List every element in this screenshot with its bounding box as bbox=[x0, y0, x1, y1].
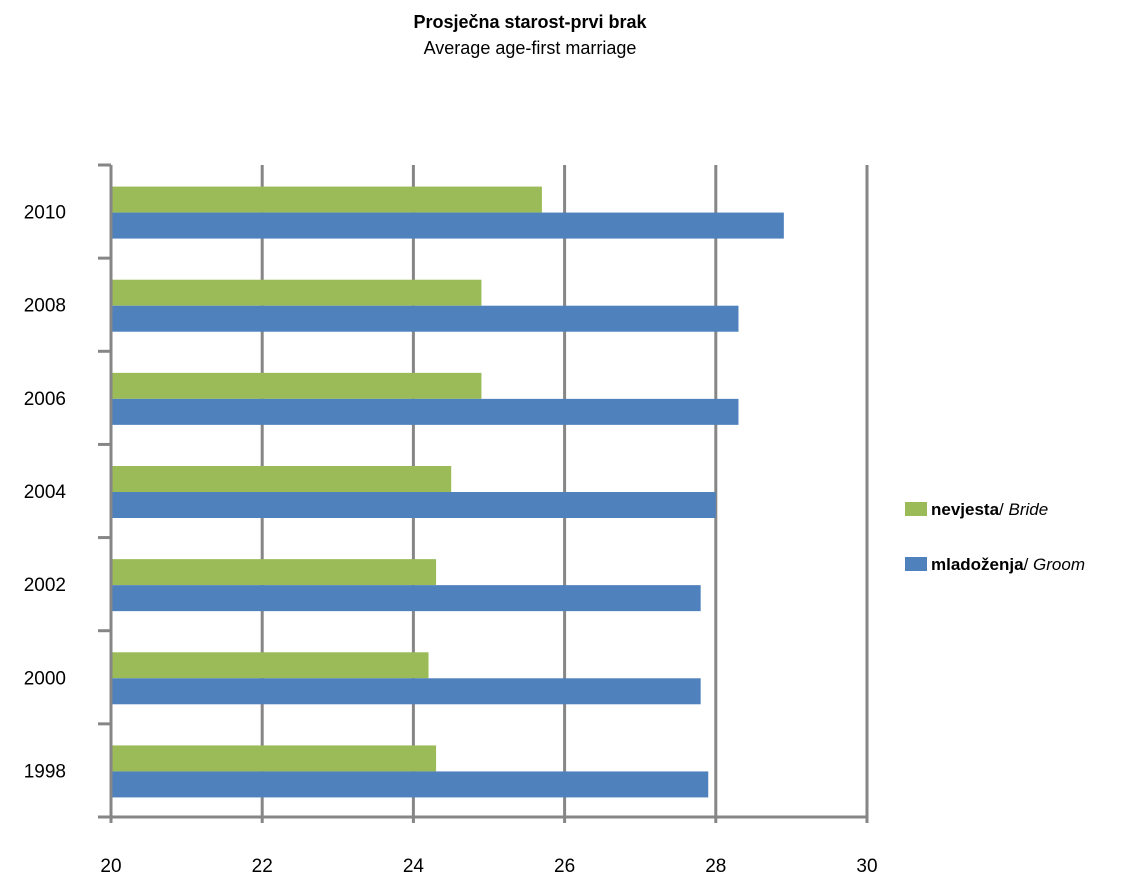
x-tick-label: 22 bbox=[252, 856, 273, 877]
x-tick-label: 20 bbox=[100, 856, 121, 877]
y-tick-label: 2008 bbox=[24, 296, 66, 317]
bar-2004-groom bbox=[111, 492, 716, 518]
legend-swatch-groom bbox=[905, 557, 927, 571]
bar-2006-bride bbox=[111, 372, 482, 399]
bar-2006-groom bbox=[111, 398, 739, 425]
chart-title: Prosječna starost-prvi brak bbox=[413, 12, 647, 32]
bar-2002-bride bbox=[111, 559, 437, 586]
legend-swatch-bride bbox=[905, 502, 927, 516]
y-tick-label: 2004 bbox=[24, 482, 67, 503]
bar-2004-bride bbox=[111, 466, 452, 492]
axes bbox=[98, 163, 869, 823]
x-tick-label: 30 bbox=[856, 856, 877, 877]
x-tick-labels: 20 22 24 26 28 30 bbox=[100, 856, 877, 877]
bar-2008-bride bbox=[111, 279, 482, 306]
y-tick-labels: 1998 2000 2002 2004 2006 2008 2010 bbox=[24, 203, 67, 783]
y-tick-label: 2000 bbox=[24, 668, 66, 689]
bar-1998-bride bbox=[111, 745, 437, 772]
legend-label-bride-sep: / bbox=[999, 500, 1009, 519]
bar-2002-groom bbox=[111, 585, 701, 612]
legend-label-groom-sep: / bbox=[1023, 555, 1034, 574]
bar-2008-groom bbox=[111, 305, 739, 332]
x-tick-label: 24 bbox=[403, 856, 425, 877]
legend-label-groom-italic: Groom bbox=[1033, 555, 1086, 574]
x-tick-label: 28 bbox=[705, 856, 726, 877]
legend-item-bride: nevjesta/ Bride bbox=[905, 500, 1048, 520]
bar-2010-groom bbox=[111, 212, 784, 239]
y-tick-label: 1998 bbox=[24, 761, 66, 782]
bar-1998-groom bbox=[111, 771, 709, 798]
bar-2000-groom bbox=[111, 678, 701, 705]
chart-subtitle: Average age-first marriage bbox=[423, 38, 637, 58]
bars bbox=[111, 186, 784, 798]
y-tick-label: 2010 bbox=[24, 203, 66, 224]
bar-2000-bride bbox=[111, 652, 429, 679]
y-tick-label: 2002 bbox=[24, 575, 66, 596]
bar-2010-bride bbox=[111, 186, 542, 213]
x-tick-label: 26 bbox=[554, 856, 575, 877]
legend-label-bride-italic: Bride bbox=[1008, 500, 1049, 519]
legend-item-groom: mladoženja/ Groom bbox=[905, 555, 1085, 575]
y-tick-label: 2006 bbox=[24, 389, 66, 410]
legend-label-bride-bold: nevjesta bbox=[931, 500, 1000, 519]
legend-label-groom-bold: mladoženja bbox=[931, 555, 1024, 574]
